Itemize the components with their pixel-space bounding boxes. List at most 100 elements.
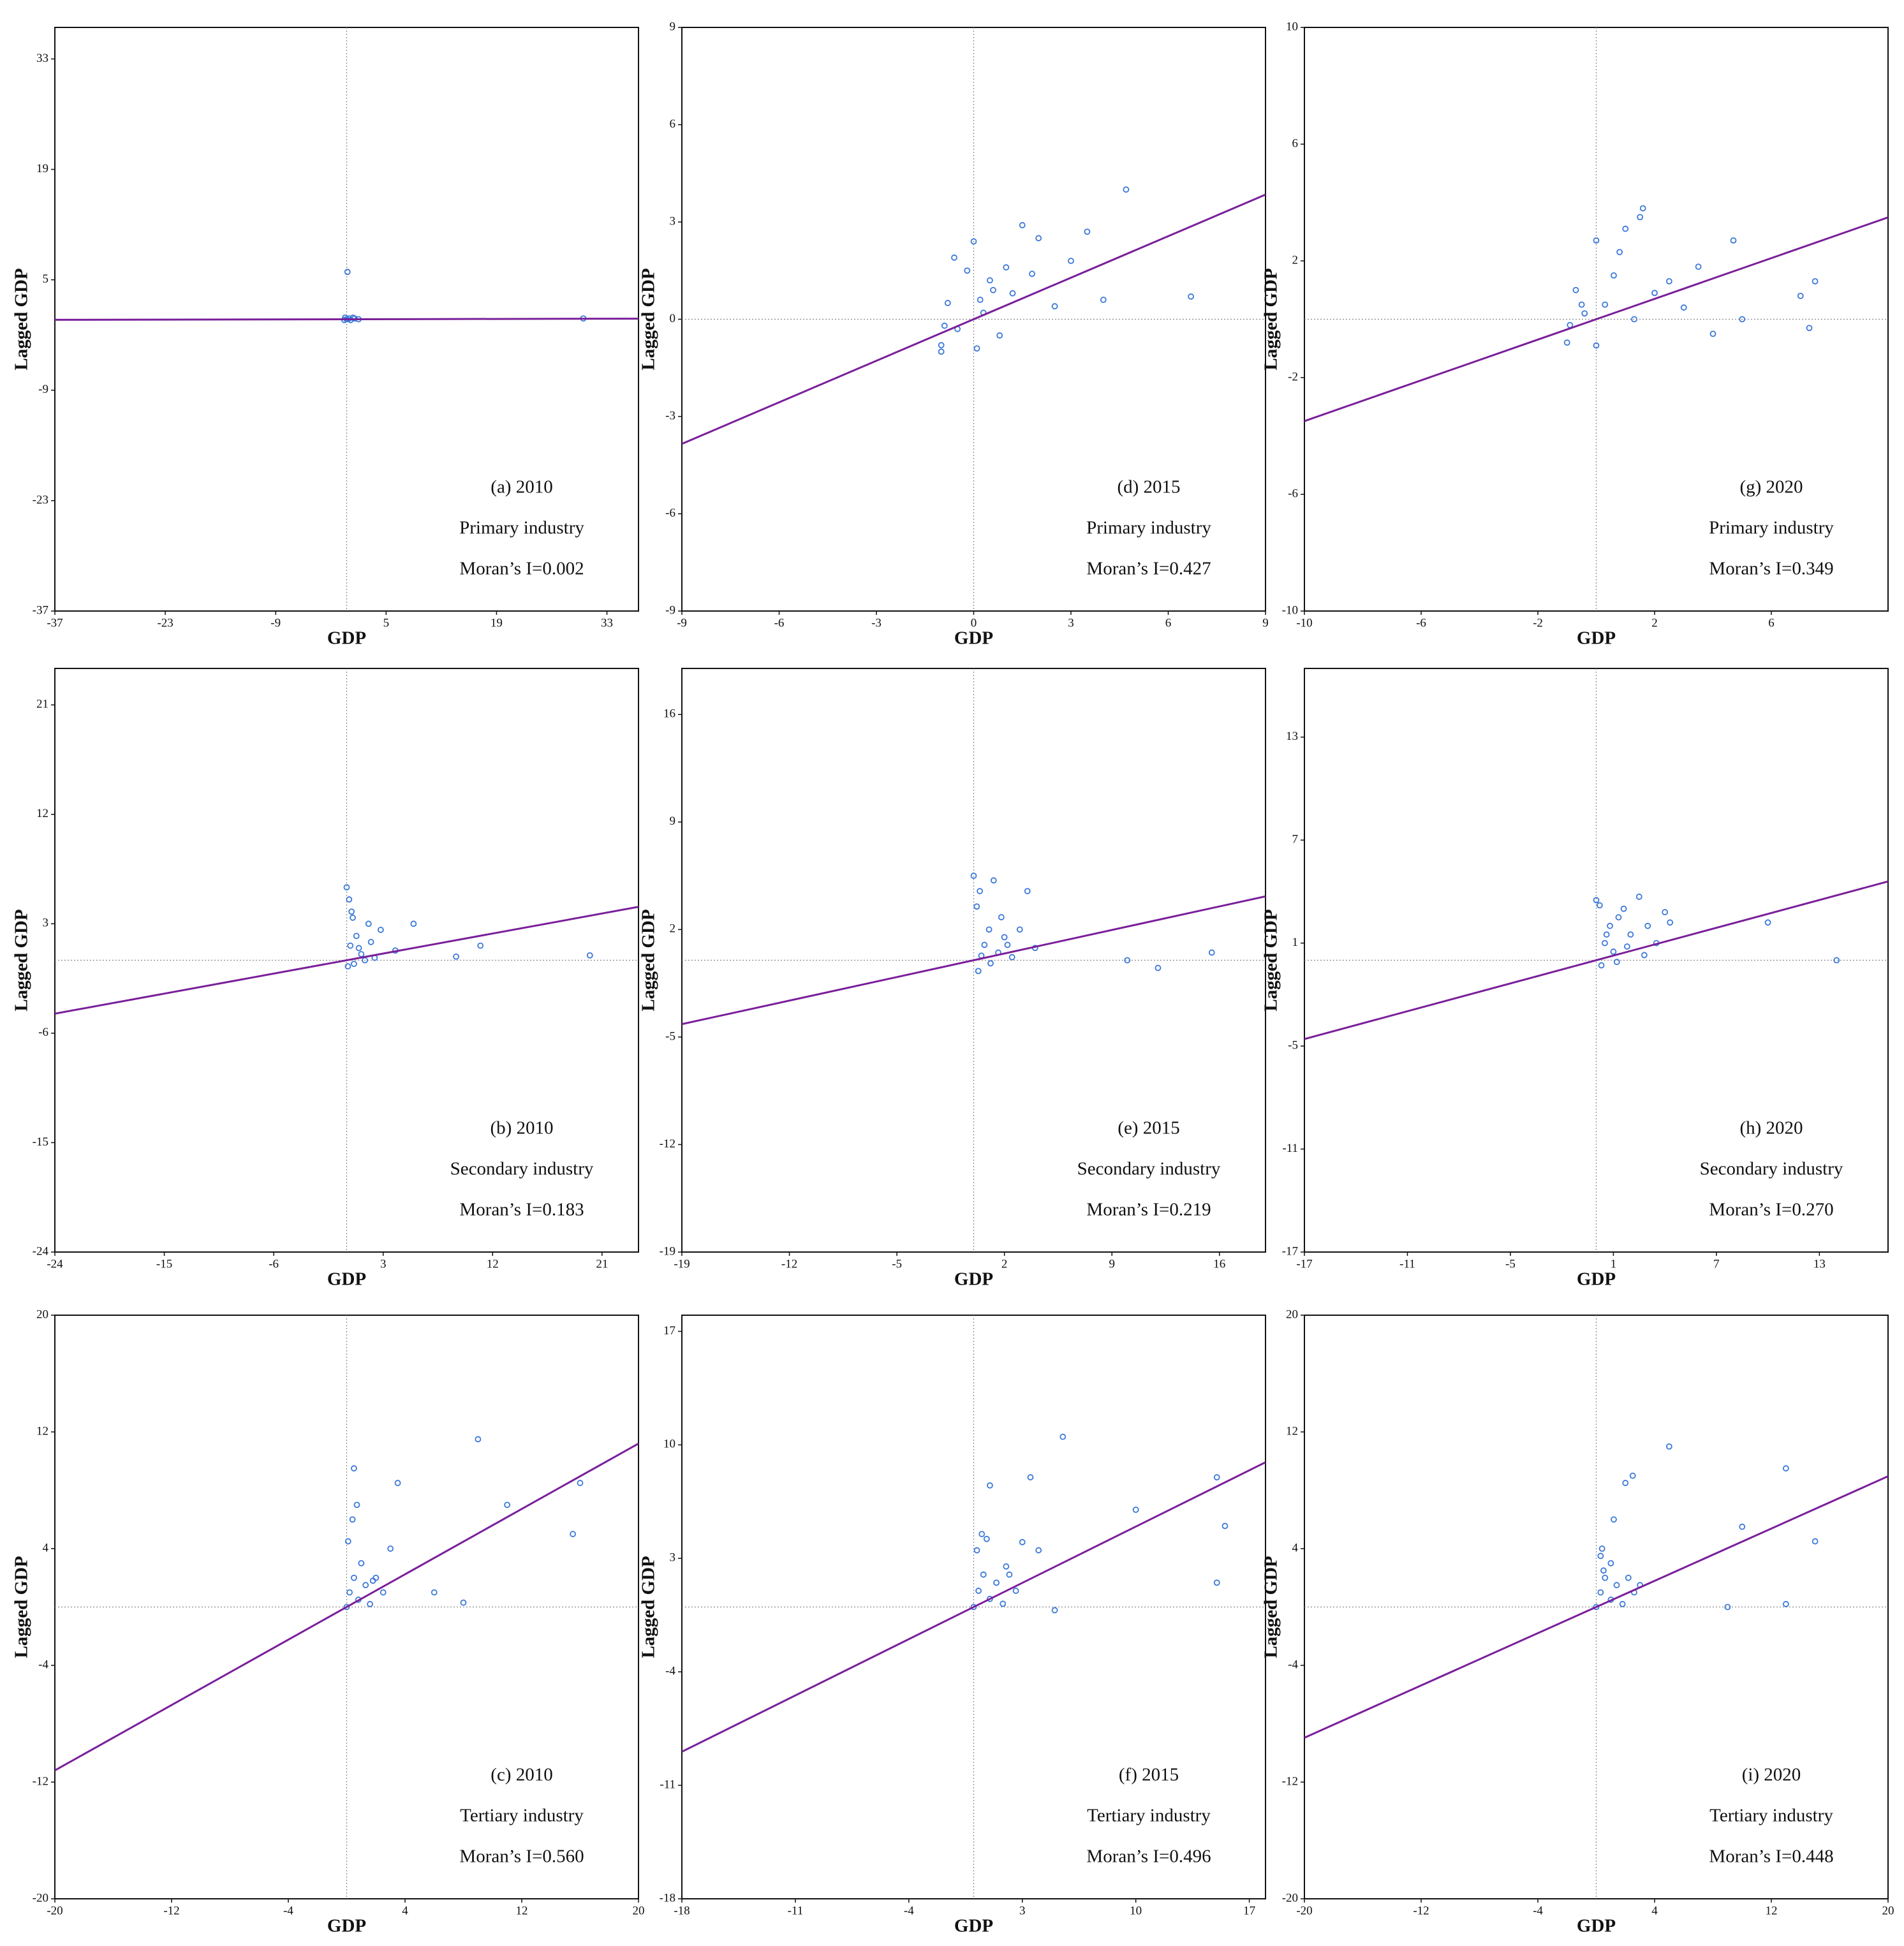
point [973, 1547, 980, 1554]
point [1739, 316, 1746, 323]
y-tick-label: -4 [665, 1665, 675, 1678]
point [975, 968, 982, 975]
y-axis-label: Lagged GDP [1261, 1556, 1281, 1658]
trendline [1304, 216, 1888, 422]
points [1304, 880, 1888, 1040]
point [350, 314, 357, 321]
x-tick-label: -12 [1413, 1904, 1429, 1917]
annotation: Moran’s I=0.349 [1709, 559, 1833, 579]
trendline [682, 895, 1266, 1026]
point [975, 1588, 982, 1594]
point [1602, 940, 1608, 947]
annotation: Moran’s I=0.496 [1086, 1846, 1211, 1867]
y-tick-label: 21 [36, 698, 48, 711]
y-tick-label: 16 [663, 707, 675, 721]
point [1644, 922, 1651, 929]
y-tick-label: 12 [36, 807, 48, 820]
annotation: Moran’s I=0.183 [459, 1200, 584, 1220]
point [348, 908, 355, 915]
point [1631, 316, 1637, 323]
point [1635, 894, 1642, 900]
point [1100, 297, 1107, 303]
x-tick-label: -11 [788, 1904, 804, 1917]
point [998, 914, 1005, 920]
point [343, 884, 350, 891]
x-tick-label: 3 [1068, 616, 1074, 630]
point [1593, 237, 1600, 244]
points [55, 884, 638, 1015]
point [1610, 948, 1617, 955]
x-tick-label: -5 [892, 1257, 902, 1271]
annotation: Primary industry [459, 518, 584, 538]
x-tick-label: -23 [157, 616, 173, 630]
x-tick-label: 4 [402, 1904, 408, 1917]
y-tick-label: 9 [670, 815, 676, 828]
y-tick-label: -18 [660, 1891, 675, 1905]
point [987, 960, 994, 967]
point [343, 1603, 350, 1611]
point [1806, 325, 1813, 332]
trendline [1304, 1475, 1888, 1739]
point [380, 1589, 387, 1596]
panel: -18 -11 -4 3 10 17 -18 -11 -4 3 10 17 GDP Lagged GDP (… [638, 1315, 1266, 1936]
point [996, 332, 1003, 339]
y-tick-label: 10 [1286, 20, 1298, 33]
point [1572, 286, 1579, 293]
point [980, 1571, 987, 1578]
point [344, 269, 351, 276]
y-tick-label: 4 [1292, 1541, 1299, 1554]
point [1639, 205, 1646, 212]
point [365, 920, 372, 927]
point [367, 1601, 373, 1607]
point [1035, 1547, 1042, 1554]
point [1000, 1600, 1007, 1607]
y-axis-label: Lagged GDP [638, 909, 659, 1011]
point [344, 963, 351, 969]
point [346, 1589, 353, 1596]
annotation: Tertiary industry [460, 1806, 584, 1826]
point [1665, 278, 1672, 284]
point [987, 1595, 993, 1602]
y-tick-label: 7 [1292, 832, 1299, 846]
point [353, 932, 360, 940]
points [682, 873, 1266, 1026]
y-tick-label: -4 [1288, 1658, 1298, 1671]
point [1563, 339, 1570, 346]
point [1598, 1545, 1605, 1552]
x-tick-label: 12 [487, 1257, 499, 1271]
annotation: (e) 2015 [1118, 1118, 1179, 1139]
point [1593, 897, 1600, 904]
annotation: (a) 2010 [491, 477, 552, 498]
x-tick-label: -9 [677, 616, 687, 630]
x-tick-label: -11 [1399, 1257, 1415, 1271]
point [351, 961, 357, 968]
x-tick-label: 2 [1001, 1257, 1008, 1271]
point [1001, 934, 1008, 941]
point [355, 945, 362, 952]
x-tick-label: 3 [380, 1257, 387, 1271]
point [1615, 914, 1622, 921]
point [1593, 342, 1600, 349]
point [1596, 902, 1603, 909]
x-tick-label: 21 [596, 1257, 608, 1271]
y-tick-label: 33 [36, 52, 48, 65]
y-tick-label: 5 [43, 272, 49, 286]
point [1622, 225, 1629, 232]
x-axis-label: GDP [954, 628, 993, 649]
x-tick-label: -9 [270, 616, 281, 630]
y-tick-label: 20 [36, 1308, 48, 1321]
point [1593, 1603, 1600, 1611]
annotation: Secondary industry [1700, 1159, 1843, 1179]
point [1665, 1443, 1672, 1450]
y-axis-label: Lagged GDP [1261, 268, 1281, 370]
point [346, 896, 353, 903]
point [1024, 888, 1031, 895]
point [970, 1603, 977, 1611]
point [981, 941, 988, 948]
point [1006, 1571, 1013, 1578]
panel: -10 -6 -2 2 6 -10 -6 -2 2 6 10 GDP Lagged GDP (g) 202… [1261, 20, 1889, 649]
point [453, 953, 459, 960]
x-tick-label: -10 [1296, 616, 1312, 630]
point [358, 951, 365, 957]
